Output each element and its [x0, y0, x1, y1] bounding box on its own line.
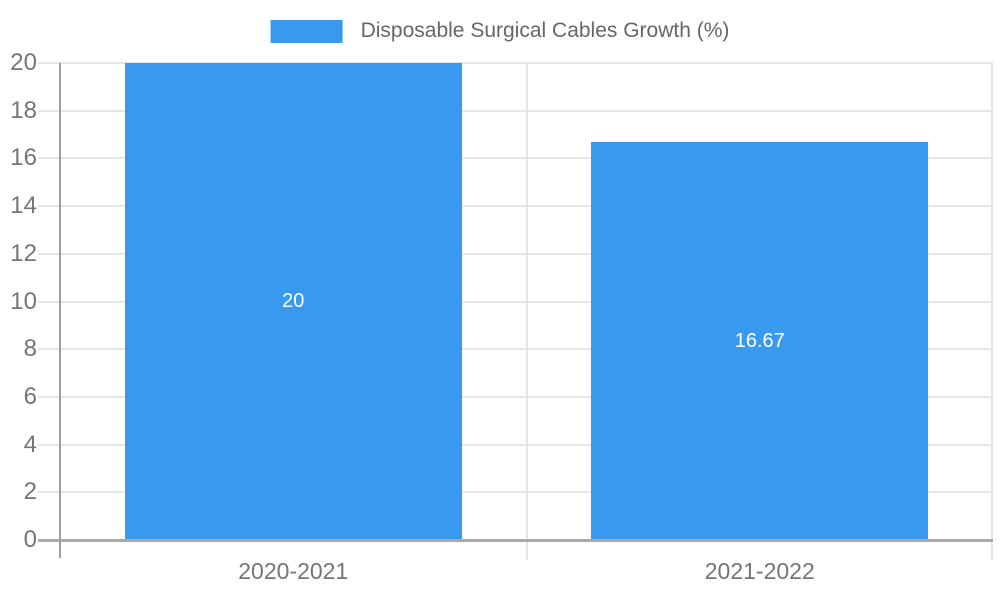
bar-value-label: 20 [282, 290, 305, 312]
y-axis-tick-label: 8 [23, 335, 37, 363]
gridline [38, 252, 993, 255]
y-axis-tick-label: 4 [23, 430, 37, 458]
y-axis-tick-label: 2 [23, 478, 37, 506]
y-axis-tick-label: 10 [10, 287, 37, 315]
bar-value-label: 16.67 [734, 329, 785, 352]
gridline [38, 443, 993, 446]
plot-right-border [991, 63, 993, 560]
gridline [38, 109, 993, 112]
x-axis-category-label: 2020-2021 [238, 558, 349, 584]
y-axis-tick-label: 14 [10, 192, 37, 220]
y-axis-tick-label: 12 [10, 239, 37, 267]
y-axis-tick-label: 18 [10, 96, 37, 124]
gridline [38, 62, 993, 64]
legend-swatch-icon [270, 19, 343, 43]
y-axis-tick-label: 0 [23, 526, 37, 553]
gridline [38, 491, 993, 494]
gridline [38, 300, 993, 303]
gridline [38, 205, 993, 208]
y-axis-tick-label: 20 [10, 49, 37, 76]
bar[interactable]: 20 [124, 63, 462, 540]
y-axis-line [59, 63, 61, 558]
x-axis-category-label: 2021-2022 [704, 558, 815, 584]
y-axis-tick-label: 16 [10, 144, 37, 172]
x-axis-baseline [38, 538, 993, 542]
category-divider-gridline [525, 63, 528, 560]
legend-label: Disposable Surgical Cables Growth (%) [360, 19, 730, 42]
gridline [38, 348, 993, 351]
gridline [38, 157, 993, 160]
gridline [38, 395, 993, 398]
bar[interactable]: 16.67 [591, 142, 929, 540]
y-axis-tick-label: 6 [23, 382, 37, 410]
chart-legend[interactable]: Disposable Surgical Cables Growth (%) [270, 17, 730, 45]
